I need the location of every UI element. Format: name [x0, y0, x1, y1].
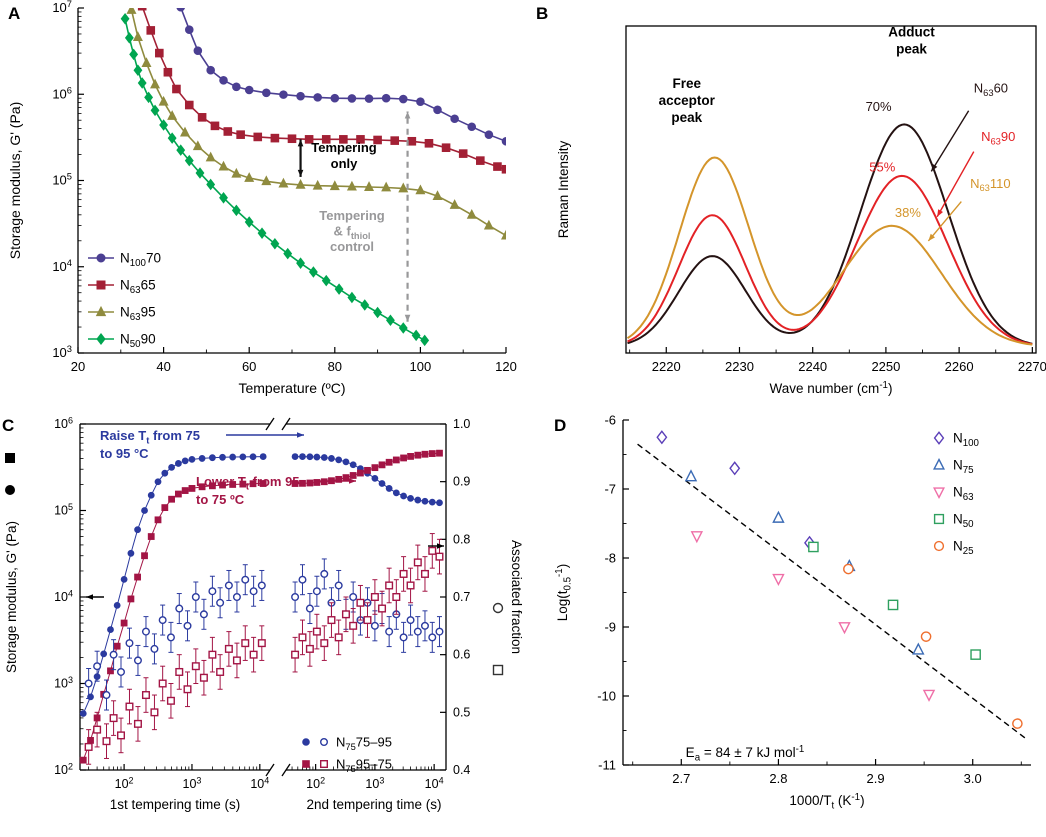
svg-text:2230: 2230: [725, 359, 754, 374]
svg-text:N100: N100: [953, 431, 980, 449]
svg-text:2270: 2270: [1018, 359, 1046, 374]
svg-text:1000/Tt (K-1): 1000/Tt (K-1): [789, 792, 864, 812]
panel-label-b: B: [536, 4, 549, 23]
panel-label-c: C: [2, 416, 15, 435]
svg-text:Raman Intensity: Raman Intensity: [556, 140, 571, 238]
svg-text:104: 104: [250, 775, 269, 791]
svg-text:106: 106: [52, 85, 72, 101]
svg-text:N6390: N6390: [981, 129, 1015, 146]
panel-label-a: A: [8, 4, 21, 23]
svg-text:103: 103: [183, 775, 202, 791]
svg-text:N6365: N6365: [120, 278, 156, 296]
svg-text:0.6: 0.6: [453, 648, 470, 662]
panel-d-chart: 2.7 2.8 2.9 3.0 -6 -7 -8 -9 -10 -11 N100 N75 N63 N50 N…: [554, 413, 1031, 812]
svg-text:0.9: 0.9: [453, 475, 470, 489]
svg-text:103: 103: [52, 344, 72, 360]
svg-text:104: 104: [425, 775, 444, 791]
svg-text:40: 40: [156, 359, 170, 374]
svg-text:2.9: 2.9: [867, 771, 885, 786]
panel-c-chart: 102 103 104 105 106 0.4 0.5 0.6 0.7 0.8 0.9 1.0 102 1…: [4, 415, 524, 812]
svg-text:N63110: N63110: [970, 176, 1011, 193]
svg-text:-7: -7: [604, 482, 616, 497]
svg-text:-11: -11: [598, 758, 616, 773]
svg-text:107: 107: [52, 0, 72, 15]
svg-text:38%: 38%: [895, 205, 921, 220]
svg-text:N75: N75: [953, 458, 974, 476]
svg-text:105: 105: [52, 172, 72, 188]
panel-b-plot: 2220 2230 2240 2250 2260 2270 Free acceptor peak…: [625, 25, 1046, 374]
svg-text:Associated fraction: Associated fraction: [509, 540, 524, 654]
svg-text:2.8: 2.8: [769, 771, 787, 786]
svg-text:Storage modulus, G' (Pa): Storage modulus, G' (Pa): [4, 521, 19, 673]
svg-text:-6: -6: [604, 413, 616, 428]
svg-text:104: 104: [54, 588, 73, 604]
panel-label-d: D: [554, 416, 567, 435]
svg-text:2260: 2260: [945, 359, 974, 374]
svg-text:0.5: 0.5: [453, 705, 470, 719]
svg-text:N7595–75: N7595–75: [336, 757, 392, 774]
svg-text:20: 20: [71, 359, 85, 374]
panel-a-plot: 20 40 60 80 100 120 103 104 105 106 107 N10070 N6365…: [52, 0, 517, 374]
svg-text:0.7: 0.7: [453, 590, 470, 604]
raman-curve: [627, 123, 1033, 345]
svg-text:Wave number (cm-1): Wave number (cm-1): [770, 380, 893, 396]
svg-text:Storage modulus, G' (Pa): Storage modulus, G' (Pa): [7, 102, 23, 260]
svg-text:1st tempering time (s): 1st tempering time (s): [110, 797, 241, 812]
panel-a-series: [120, 8, 506, 347]
svg-text:-10: -10: [597, 689, 616, 704]
svg-text:Log(t0.5-1): Log(t0.5-1): [554, 564, 574, 621]
raman-curve: [626, 156, 1033, 346]
svg-text:2250: 2250: [871, 359, 900, 374]
svg-text:N25: N25: [953, 539, 974, 557]
svg-text:102: 102: [115, 775, 134, 791]
svg-text:60: 60: [242, 359, 256, 374]
svg-text:2240: 2240: [798, 359, 827, 374]
svg-text:106: 106: [54, 415, 73, 431]
svg-text:N7575–95: N7575–95: [336, 735, 392, 752]
svg-text:102: 102: [54, 761, 73, 777]
svg-text:55%: 55%: [869, 159, 895, 174]
svg-text:104: 104: [52, 258, 72, 274]
svg-text:N50: N50: [953, 512, 974, 530]
svg-text:3.0: 3.0: [964, 771, 982, 786]
svg-text:2nd tempering time (s): 2nd tempering time (s): [306, 797, 441, 812]
svg-text:100: 100: [410, 359, 432, 374]
svg-text:70%: 70%: [866, 99, 892, 114]
svg-text:0.8: 0.8: [453, 532, 470, 546]
svg-text:1.0: 1.0: [453, 417, 470, 431]
svg-text:120: 120: [495, 359, 517, 374]
panel-c-plot: 102 103 104 105 106 0.4 0.5 0.6 0.7 0.8 0.9 1.0 102 1…: [54, 415, 470, 791]
panel-a-chart: 20 40 60 80 100 120 103 104 105 106 107 N10070 N6365…: [7, 0, 517, 396]
svg-text:2220: 2220: [652, 359, 681, 374]
svg-text:Ea = 84 ± 7 kJ mol-1: Ea = 84 ± 7 kJ mol-1: [686, 744, 805, 764]
svg-text:Temperature (ºC): Temperature (ºC): [238, 380, 345, 396]
svg-text:103: 103: [365, 775, 384, 791]
svg-text:N6395: N6395: [120, 305, 156, 323]
svg-text:105: 105: [54, 502, 73, 518]
svg-text:0.4: 0.4: [453, 763, 470, 777]
svg-text:N10070: N10070: [120, 251, 161, 269]
svg-text:102: 102: [306, 775, 325, 791]
svg-text:-8: -8: [604, 551, 616, 566]
panel-d-plot: 2.7 2.8 2.9 3.0 -6 -7 -8 -9 -10 -11 N100 N75 N63 N50 N…: [597, 413, 1031, 786]
svg-text:N5090: N5090: [120, 332, 156, 350]
svg-text:80: 80: [328, 359, 342, 374]
svg-text:2.7: 2.7: [672, 771, 690, 786]
panel-b-chart: 2220 2230 2240 2250 2260 2270 Free acceptor peak…: [556, 25, 1046, 396]
raman-curve: [627, 174, 1033, 346]
svg-text:N6360: N6360: [974, 81, 1008, 98]
svg-text:-9: -9: [604, 620, 616, 635]
svg-text:N63: N63: [953, 485, 974, 503]
svg-text:103: 103: [54, 675, 73, 691]
